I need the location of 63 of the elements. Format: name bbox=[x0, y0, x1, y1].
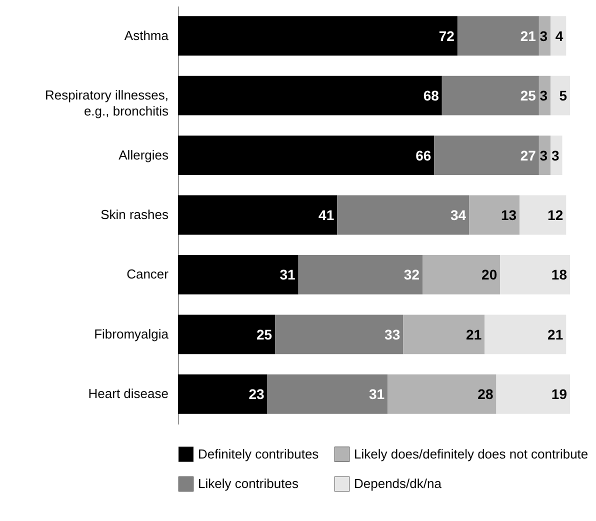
bar bbox=[520, 195, 566, 235]
bar bbox=[388, 374, 496, 414]
bar bbox=[550, 16, 566, 56]
bar bbox=[178, 314, 276, 354]
data-label: 31 bbox=[280, 266, 296, 283]
y-tick-label: Fibromyalgia bbox=[94, 326, 170, 342]
data-label: 18 bbox=[551, 266, 568, 283]
data-label: 19 bbox=[551, 386, 568, 402]
bar bbox=[178, 136, 434, 175]
data-label: 31 bbox=[369, 386, 385, 402]
data-label: 21 bbox=[466, 326, 482, 342]
data-label: 4 bbox=[555, 28, 564, 44]
legend-label: Depends/dk/na bbox=[354, 476, 442, 491]
bar bbox=[484, 314, 566, 354]
y-tick-label: Heart disease bbox=[88, 386, 168, 402]
y-tick-label: Cancer bbox=[126, 266, 170, 282]
bar bbox=[422, 255, 500, 294]
data-label: 25 bbox=[520, 88, 536, 104]
data-label: 25 bbox=[256, 326, 272, 342]
bar bbox=[178, 16, 458, 56]
data-label: 28 bbox=[478, 386, 494, 402]
bar bbox=[500, 255, 570, 294]
data-label: 72 bbox=[438, 28, 455, 44]
bar bbox=[267, 374, 388, 414]
legend-label: Likely does/definitely does not contribute bbox=[354, 446, 588, 462]
legend-label: Likely contributes bbox=[198, 476, 299, 491]
data-label: 66 bbox=[416, 147, 432, 164]
data-label: 3 bbox=[540, 88, 548, 104]
bar bbox=[178, 195, 338, 235]
data-label: 13 bbox=[500, 207, 517, 223]
bar bbox=[469, 195, 520, 235]
bar bbox=[178, 374, 268, 414]
data-label: 33 bbox=[384, 326, 400, 342]
bar bbox=[275, 314, 404, 354]
bar bbox=[178, 255, 298, 294]
data-label: 23 bbox=[248, 386, 264, 402]
data-label: 21 bbox=[548, 326, 564, 342]
y-tick-label: Skin rashes bbox=[100, 207, 169, 222]
data-label: 3 bbox=[540, 28, 548, 44]
data-label: 68 bbox=[423, 88, 440, 104]
legend-label: Definitely contributes bbox=[198, 446, 320, 462]
data-label: 20 bbox=[482, 266, 498, 283]
y-tick-label: Allergies bbox=[118, 147, 169, 162]
y-tick-label: Asthma bbox=[124, 28, 170, 43]
bar bbox=[434, 136, 539, 175]
data-label: 5 bbox=[559, 88, 568, 104]
bar bbox=[496, 374, 570, 414]
data-label: 3 bbox=[551, 147, 560, 164]
data-label: 21 bbox=[520, 28, 536, 44]
data-label: 34 bbox=[450, 207, 466, 223]
data-label: 12 bbox=[548, 207, 564, 223]
y-tick-label: Respiratory illnesses, e.g., bronchitis bbox=[44, 88, 169, 119]
bar bbox=[403, 314, 485, 354]
bar bbox=[178, 76, 442, 116]
bar bbox=[298, 255, 423, 294]
data-label: 32 bbox=[404, 266, 420, 283]
data-label: 3 bbox=[540, 147, 548, 164]
bar bbox=[337, 195, 470, 235]
data-label: 41 bbox=[318, 207, 334, 223]
data-label: 27 bbox=[520, 147, 536, 164]
bar bbox=[457, 16, 539, 56]
bar bbox=[550, 76, 570, 116]
bar bbox=[442, 76, 539, 116]
